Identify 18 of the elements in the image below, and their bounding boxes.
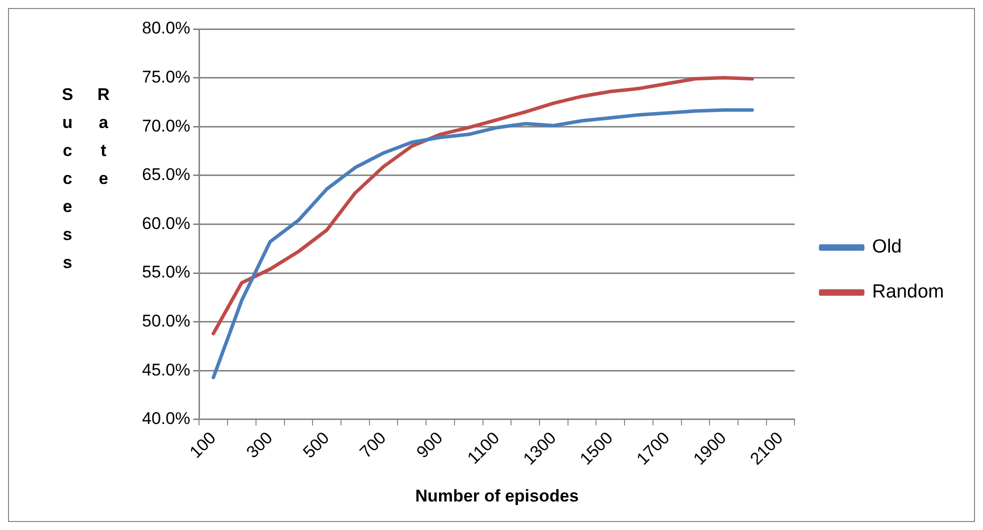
- legend-label: Old: [872, 236, 902, 258]
- y-tick-label: 70.0%: [142, 116, 190, 136]
- x-tick-label: 500: [299, 428, 333, 462]
- x-tick-label: 300: [242, 428, 276, 462]
- y-tick-label: 50.0%: [142, 312, 190, 331]
- x-tick-label: 700: [356, 428, 390, 462]
- y-tick-label: 65.0%: [142, 165, 190, 184]
- x-tick-label: 900: [412, 428, 446, 462]
- y-tick-label: 80.0%: [142, 18, 190, 38]
- y-tick-label: 45.0%: [142, 360, 190, 380]
- legend-label: Random: [872, 282, 944, 303]
- y-tick-label: 60.0%: [142, 214, 190, 233]
- y-tick-label: 40.0%: [142, 409, 190, 428]
- y-tick-label: 55.0%: [142, 262, 190, 282]
- x-axis-title: Number of episodes: [415, 486, 579, 506]
- x-tick-label: 100: [186, 428, 220, 462]
- y-axis-title: Success Rate: [57, 85, 114, 283]
- y-tick-label: 75.0%: [142, 67, 190, 86]
